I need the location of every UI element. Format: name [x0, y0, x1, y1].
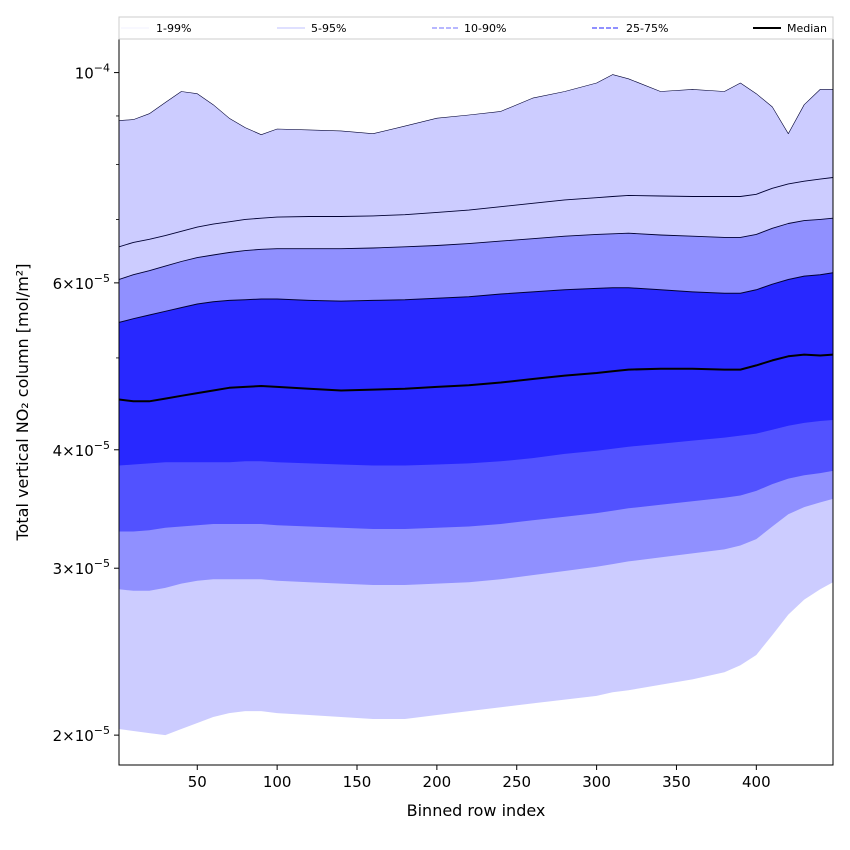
x-tick-label: 300 [582, 773, 611, 791]
y-tick-label: 4×10−5 [53, 439, 110, 460]
x-tick-label: 200 [423, 773, 452, 791]
x-axis-ticks: 50 100 150 200 250 300 350 400 [188, 765, 771, 791]
x-axis-label: Binned row index [407, 801, 546, 820]
x-tick-label: 250 [502, 773, 531, 791]
x-tick-label: 50 [188, 773, 207, 791]
legend-box [118, 16, 834, 40]
percentile-bands [119, 74, 833, 736]
y-axis-ticks: 2×10−5 3×10−5 4×10−5 6×10−5 10−4 [53, 62, 119, 745]
y-tick-label: 2×10−5 [53, 724, 110, 745]
x-tick-label: 150 [343, 773, 372, 791]
legend-label: Median [787, 22, 827, 35]
legend-label: 25-75% [626, 22, 668, 35]
band-inner [119, 272, 833, 466]
p99-line [119, 74, 833, 135]
p90-line [119, 217, 833, 280]
percentile-curves [119, 74, 833, 403]
legend-label: 10-90% [464, 22, 506, 35]
y-tick-label: 3×10−5 [53, 557, 110, 578]
legend-label: 5-95% [311, 22, 346, 35]
y-axis-label: Total vertical NO₂ column [mol/m²] [13, 264, 32, 542]
median-line [119, 353, 833, 403]
x-tick-label: 100 [263, 773, 292, 791]
x-tick-label: 350 [662, 773, 691, 791]
x-tick-label: 400 [742, 773, 771, 791]
y-tick-label: 6×10−5 [53, 272, 110, 293]
legend: 1-99% 5-95% 10-90% 25-75% Median [118, 16, 834, 40]
p75-line [119, 272, 833, 323]
legend-label: 1-99% [156, 22, 191, 35]
y-tick-label: 10−4 [75, 62, 110, 83]
p95-line [119, 177, 833, 248]
